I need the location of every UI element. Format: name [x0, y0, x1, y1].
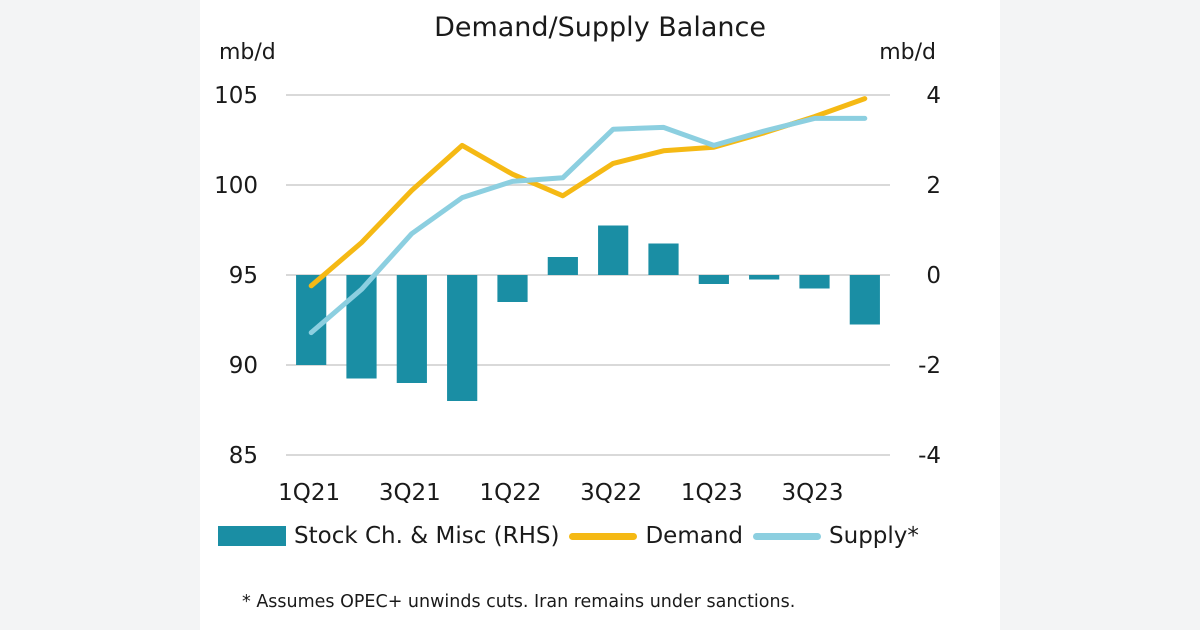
left-tick-label: 90	[229, 353, 258, 379]
x-tick-label: 1Q21	[278, 480, 340, 506]
bar-stock-change	[598, 225, 629, 275]
legend-item-supply: Supply*	[753, 523, 919, 549]
line-supply	[308, 115, 868, 336]
x-tick-label: 3Q23	[781, 480, 843, 506]
bar-stock-change	[648, 243, 679, 275]
right-tick-label: 2	[926, 173, 941, 199]
right-tick-label: 0	[926, 263, 941, 289]
chart-title: Demand/Supply Balance	[434, 12, 766, 43]
right-axis-unit: mb/d	[879, 40, 936, 65]
bar-stock-change	[698, 275, 729, 284]
legend: Stock Ch. & Misc (RHS) Demand Supply*	[218, 518, 929, 554]
footnote: * Assumes OPEC+ unwinds cuts. Iran remai…	[242, 592, 796, 612]
legend-label-demand: Demand	[645, 523, 744, 549]
x-tick-label: 1Q23	[681, 480, 743, 506]
legend-item-demand: Demand	[569, 523, 743, 549]
legend-item-stock: Stock Ch. & Misc (RHS)	[218, 523, 559, 549]
bar-stock-change	[749, 275, 780, 280]
left-tick-label: 105	[214, 83, 258, 109]
x-tick-label: 3Q22	[580, 480, 642, 506]
legend-swatch-stock	[218, 526, 286, 546]
x-tick-label: 3Q21	[379, 480, 441, 506]
legend-swatch-demand	[569, 532, 638, 540]
right-tick-label: 4	[926, 83, 941, 109]
bar-stock-change	[447, 275, 478, 401]
right-tick-label: -2	[918, 353, 941, 379]
chart-plot: 105 4 100 2 95 0 90 -2 85 -4 1Q21 3Q21 1Q22 3Q22 1Q23 3…	[214, 83, 941, 506]
left-axis-unit: mb/d	[219, 40, 276, 65]
right-tick-label: -4	[918, 443, 941, 469]
legend-label-stock: Stock Ch. & Misc (RHS)	[294, 523, 560, 549]
bar-stock-change	[497, 275, 528, 302]
x-tick-label: 1Q22	[479, 480, 541, 506]
legend-label-supply: Supply*	[829, 523, 919, 549]
left-tick-label: 95	[229, 263, 258, 289]
left-tick-label: 85	[229, 443, 258, 469]
chart-card: Demand/Supply Balance mb/d mb/d 105 4 100 2…	[200, 0, 1000, 630]
legend-swatch-supply	[753, 532, 822, 540]
bar-stock-change	[849, 275, 880, 325]
bar-stock-change	[799, 275, 830, 289]
bar-stock-change	[396, 275, 427, 383]
bar-stock-change	[547, 257, 578, 275]
left-tick-label: 100	[214, 173, 258, 199]
bar-stock-change	[296, 275, 327, 365]
